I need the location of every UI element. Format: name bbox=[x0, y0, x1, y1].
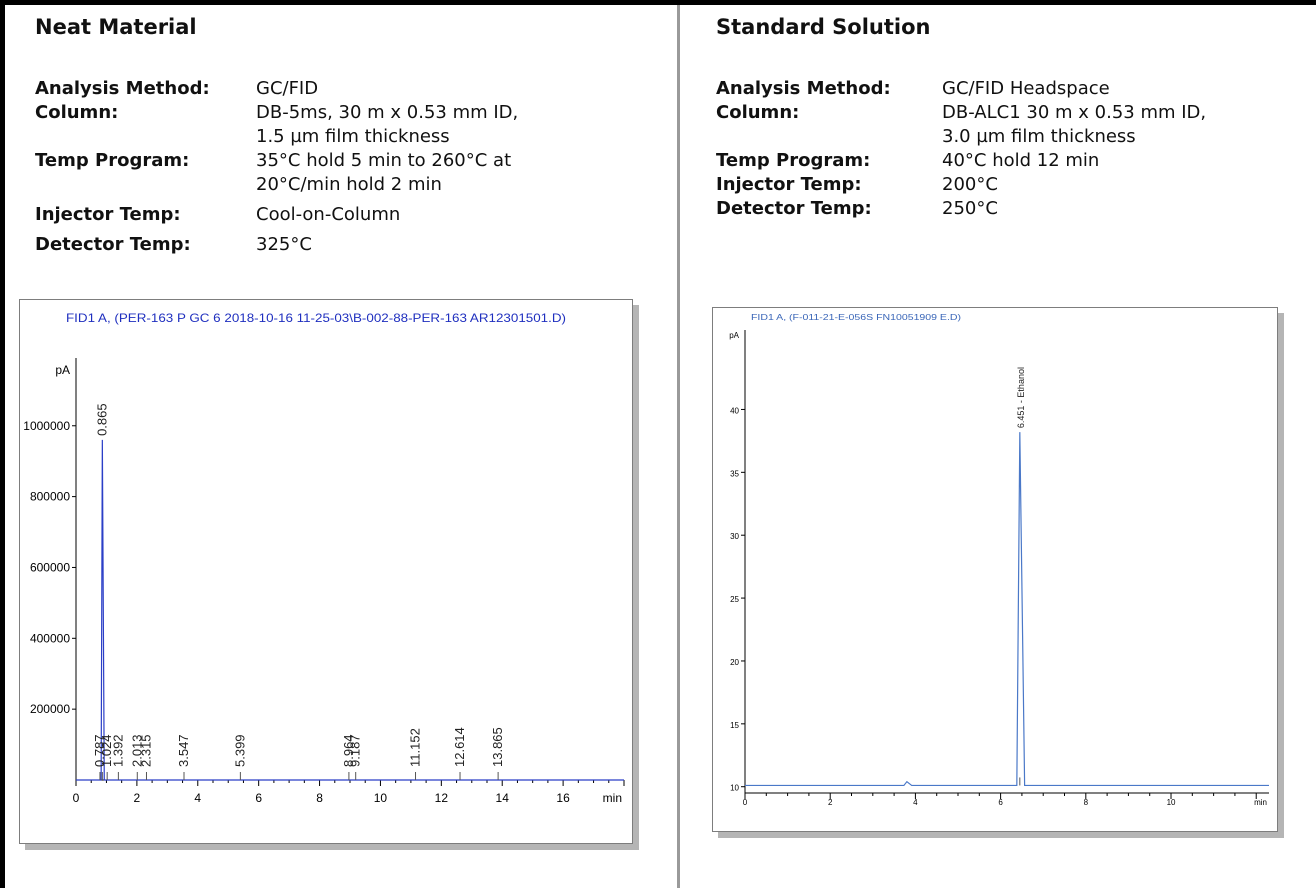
spec-label: Analysis Method: bbox=[716, 78, 891, 99]
peak-label: 5.399 bbox=[232, 734, 247, 767]
method-specs: Analysis Method: GC/FID Headspace Column… bbox=[716, 77, 1316, 221]
chart-title: FID1 A, (F-011-21-E-056S FN10051909 E.D) bbox=[751, 313, 961, 322]
x-tick-label: 4 bbox=[194, 791, 201, 805]
spec-row-detector-temp: Detector Temp: 325°C bbox=[35, 233, 675, 257]
y-axis-label: pA bbox=[729, 331, 739, 340]
peak-label: 9.187 bbox=[348, 734, 363, 767]
spec-row-temp-program: Temp Program: 40°C hold 12 min bbox=[716, 149, 1316, 173]
x-tick-label: 4 bbox=[913, 798, 918, 807]
chromatogram-svg: FID1 A, (PER-163 P GC 6 2018-10-16 11-25… bbox=[23, 311, 625, 805]
peak-label: 13.865 bbox=[490, 727, 505, 767]
peak-label: 12.614 bbox=[452, 727, 467, 767]
spec-row-temp-program: Temp Program: 35°C hold 5 min to 260°C a… bbox=[35, 149, 675, 197]
spec-value: 325°C bbox=[256, 234, 312, 255]
peak-label: 2.013 bbox=[129, 734, 144, 767]
spec-label: Temp Program: bbox=[35, 150, 190, 171]
panel-title: Standard Solution bbox=[716, 15, 931, 39]
x-axis-label: min bbox=[1254, 798, 1267, 807]
chromatogram-svg: FID1 A, (F-011-21-E-056S FN10051909 E.D)… bbox=[729, 313, 1269, 807]
y-tick-label: 400000 bbox=[30, 631, 70, 645]
spec-label: Temp Program: bbox=[716, 150, 871, 171]
peak-label: 1.392 bbox=[110, 734, 125, 767]
peak-label: 6.451 - Ethanol bbox=[1016, 367, 1026, 428]
spec-value: GC/FID bbox=[256, 78, 319, 99]
chromatogram-trace bbox=[76, 439, 624, 781]
peak-label: 11.152 bbox=[408, 728, 423, 767]
spec-row-detector-temp: Detector Temp: 250°C bbox=[716, 197, 1316, 221]
x-tick-label: 2 bbox=[828, 798, 833, 807]
spec-row-analysis-method: Analysis Method: GC/FID Headspace bbox=[716, 77, 1316, 101]
x-tick-label: 2 bbox=[134, 791, 141, 805]
spec-label: Analysis Method: bbox=[35, 78, 210, 99]
spec-label: Injector Temp: bbox=[35, 204, 181, 225]
peak-label: 0.787 bbox=[92, 734, 107, 767]
spec-value: GC/FID Headspace bbox=[942, 78, 1110, 99]
x-tick-label: 10 bbox=[1167, 798, 1176, 807]
y-tick-label: 10 bbox=[730, 784, 739, 793]
y-tick-label: 200000 bbox=[30, 702, 70, 716]
y-tick-label: 1000000 bbox=[23, 419, 70, 433]
spec-row-analysis-method: Analysis Method: GC/FID bbox=[35, 77, 675, 101]
peak-label: 0.865 bbox=[94, 403, 109, 436]
y-axis-label: pA bbox=[55, 363, 70, 377]
panel-title: Neat Material bbox=[35, 15, 197, 39]
spec-label: Column: bbox=[716, 102, 800, 123]
peak-label: 1.024 bbox=[99, 734, 114, 767]
y-tick-label: 40 bbox=[730, 406, 739, 415]
column-divider bbox=[677, 5, 680, 888]
peak-label: 2.315 bbox=[138, 734, 153, 767]
y-tick-label: 800000 bbox=[30, 490, 70, 504]
x-axis-label: min bbox=[603, 791, 622, 805]
spec-value: DB-5ms, 30 m x 0.53 mm ID, 1.5 µm film t… bbox=[256, 102, 519, 147]
x-tick-label: 10 bbox=[374, 791, 388, 805]
spec-label: Detector Temp: bbox=[716, 198, 872, 219]
x-tick-label: 8 bbox=[316, 791, 323, 805]
spec-value: 35°C hold 5 min to 260°C at 20°C/min hol… bbox=[256, 150, 512, 195]
chart-title: FID1 A, (PER-163 P GC 6 2018-10-16 11-25… bbox=[66, 311, 566, 325]
spec-value: 250°C bbox=[942, 198, 998, 219]
spec-label: Detector Temp: bbox=[35, 234, 191, 255]
x-tick-label: 6 bbox=[255, 791, 262, 805]
y-tick-label: 15 bbox=[730, 721, 739, 730]
chromatogram-trace bbox=[745, 432, 1269, 787]
x-tick-label: 0 bbox=[73, 791, 80, 805]
x-tick-label: 6 bbox=[998, 798, 1003, 807]
peak-label: 3.547 bbox=[176, 734, 191, 767]
spec-value: 200°C bbox=[942, 174, 998, 195]
spec-value: Cool-on-Column bbox=[256, 204, 401, 225]
x-tick-label: 14 bbox=[496, 791, 510, 805]
spec-value: 40°C hold 12 min bbox=[942, 150, 1100, 171]
y-tick-label: 600000 bbox=[30, 560, 70, 574]
spec-label: Injector Temp: bbox=[716, 174, 862, 195]
spec-value: DB-ALC1 30 m x 0.53 mm ID, 3.0 µm film t… bbox=[942, 102, 1207, 147]
x-tick-label: 8 bbox=[1084, 798, 1089, 807]
x-tick-label: 16 bbox=[556, 791, 570, 805]
spec-label: Column: bbox=[35, 102, 119, 123]
neat-material-chromatogram: FID1 A, (PER-163 P GC 6 2018-10-16 11-25… bbox=[19, 299, 633, 844]
spec-row-injector-temp: Injector Temp: Cool-on-Column bbox=[35, 203, 675, 227]
method-specs: Analysis Method: GC/FID Column: DB-5ms, … bbox=[35, 77, 675, 257]
spec-row-column: Column: DB-ALC1 30 m x 0.53 mm ID, 3.0 µ… bbox=[716, 101, 1316, 149]
x-tick-label: 0 bbox=[743, 798, 748, 807]
peak-label: 8.964 bbox=[341, 734, 356, 767]
spec-row-injector-temp: Injector Temp: 200°C bbox=[716, 173, 1316, 197]
y-tick-label: 20 bbox=[730, 658, 739, 667]
y-tick-label: 30 bbox=[730, 532, 739, 541]
x-tick-label: 12 bbox=[435, 791, 449, 805]
y-tick-label: 35 bbox=[730, 469, 739, 478]
spec-row-column: Column: DB-5ms, 30 m x 0.53 mm ID, 1.5 µ… bbox=[35, 101, 675, 149]
standard-solution-chromatogram: FID1 A, (F-011-21-E-056S FN10051909 E.D)… bbox=[712, 307, 1278, 832]
y-tick-label: 25 bbox=[730, 595, 739, 604]
